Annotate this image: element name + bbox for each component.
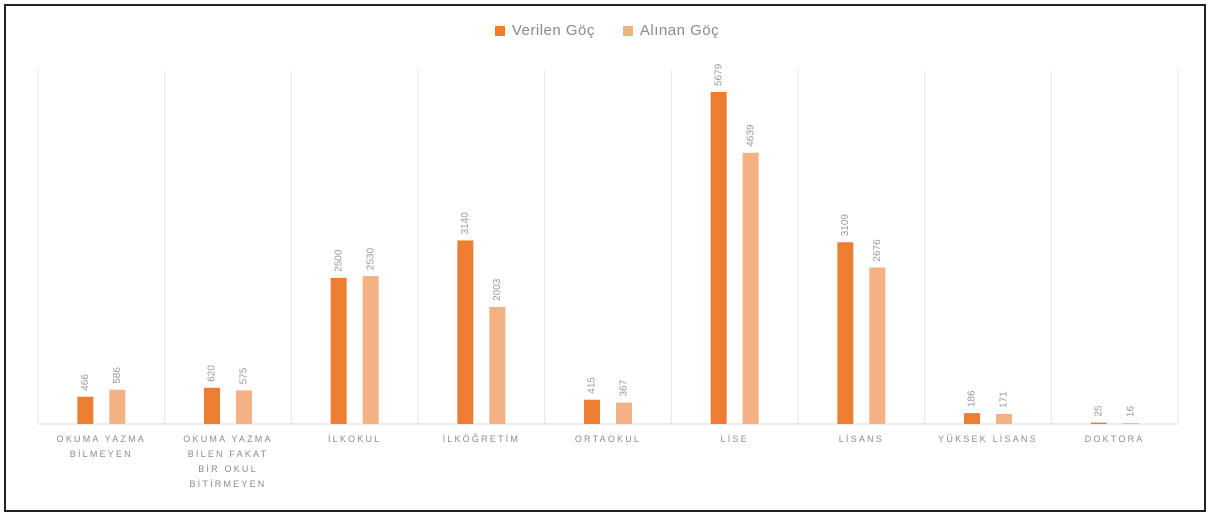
- bar-alinan: [1122, 423, 1139, 424]
- bar-verilen: [457, 240, 474, 424]
- category-label: BİLEN FAKAT: [188, 449, 269, 459]
- data-label: 2676: [872, 239, 883, 262]
- category-label: İLKÖĞRETİM: [443, 434, 521, 444]
- bar-verilen: [964, 413, 980, 424]
- data-label: 466: [80, 374, 91, 391]
- data-label: 367: [619, 379, 630, 396]
- data-label: 16: [1125, 406, 1136, 418]
- bar-alinan: [869, 267, 886, 424]
- bar-alinan: [616, 402, 632, 424]
- data-label: 2530: [365, 247, 376, 270]
- bar-verilen: [837, 242, 854, 424]
- bar-alinan: [362, 276, 379, 424]
- legend-item-verilen: Verilen Göç: [494, 22, 595, 39]
- data-label: 25: [1093, 405, 1104, 417]
- category-label: BİR OKUL: [198, 464, 258, 474]
- bar-verilen: [584, 399, 600, 424]
- data-label: 2500: [333, 249, 344, 272]
- bar-verilen: [77, 396, 94, 424]
- data-label: 4639: [745, 124, 756, 147]
- data-label: 3109: [840, 214, 851, 237]
- bar-alinan: [996, 414, 1012, 424]
- data-label: 5679: [713, 63, 724, 86]
- data-label: 415: [587, 377, 598, 394]
- bar-verilen: [710, 92, 727, 424]
- category-label: OKUMA YAZMA: [57, 434, 146, 444]
- bar-alinan: [236, 390, 252, 424]
- data-label: 2003: [492, 278, 503, 301]
- bar-alinan: [742, 152, 759, 424]
- chart-legend: Verilen Göç Alınan Göç: [0, 22, 1214, 39]
- category-label: İLKOKUL: [328, 434, 381, 444]
- data-label: 3140: [460, 212, 471, 235]
- bar-verilen: [1090, 422, 1107, 424]
- category-label: LİSANS: [839, 434, 884, 444]
- data-label: 186: [967, 390, 978, 407]
- category-label: ORTAOKUL: [575, 434, 641, 444]
- category-label: LİSE: [721, 434, 749, 444]
- chart-frame: [4, 4, 1206, 512]
- category-label: OKUMA YAZMA: [183, 434, 272, 444]
- legend-swatch-verilen: [494, 25, 505, 36]
- category-label: DOKTORA: [1085, 434, 1145, 444]
- category-label: YÜKSEK LİSANS: [938, 434, 1038, 444]
- data-label: 620: [207, 365, 218, 382]
- bar-alinan: [109, 389, 126, 424]
- bar-verilen: [204, 387, 220, 424]
- legend-label-verilen: Verilen Göç: [511, 22, 595, 39]
- category-label: BİTİRMEYEN: [189, 479, 266, 489]
- bar-alinan: [489, 306, 506, 424]
- data-label: 575: [239, 367, 250, 384]
- legend-label-alinan: Alınan Göç: [639, 22, 720, 39]
- data-label: 171: [999, 391, 1010, 408]
- category-label: BİLMEYEN: [70, 449, 133, 459]
- bar-verilen: [330, 277, 347, 424]
- data-label: 586: [112, 367, 123, 384]
- legend-item-alinan: Alınan Göç: [622, 22, 720, 39]
- legend-swatch-alinan: [622, 25, 633, 36]
